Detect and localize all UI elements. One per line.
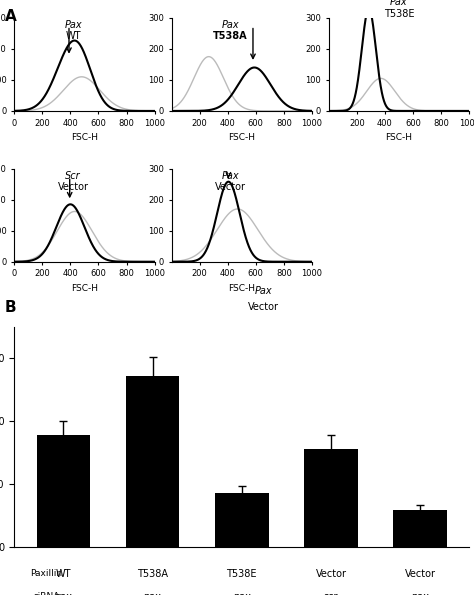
Text: T538E: T538E [227,569,257,580]
Bar [215,493,268,547]
Text: WT: WT [55,569,71,580]
Text: Vector: Vector [316,569,346,580]
Bar [393,510,447,547]
Text: Pax: Pax [390,0,408,7]
Text: Vector: Vector [215,181,246,192]
Text: A: A [5,9,17,24]
Text: T538A: T538A [137,569,168,580]
X-axis label: FSC-H: FSC-H [228,133,255,142]
Text: scr: scr [324,591,338,595]
Text: WT: WT [65,31,81,41]
Bar [36,435,90,547]
Text: T538E: T538E [384,8,414,18]
Text: pax: pax [144,591,162,595]
Text: pax: pax [55,591,73,595]
Text: Paxillin: Paxillin [30,569,63,578]
X-axis label: FSC-H: FSC-H [385,133,412,142]
X-axis label: FSC-H: FSC-H [71,284,98,293]
Text: Pax: Pax [222,171,239,180]
Text: siRNA:: siRNA: [33,591,63,595]
X-axis label: FSC-H: FSC-H [228,284,255,293]
Bar [304,449,358,547]
X-axis label: FSC-H: FSC-H [71,133,98,142]
Text: Vector: Vector [58,181,89,192]
Text: Pax: Pax [254,286,272,296]
Text: Vector: Vector [405,569,436,580]
Text: Pax: Pax [64,20,82,30]
Bar [126,376,179,547]
Text: Scr: Scr [65,171,81,180]
Text: B: B [5,300,17,315]
Text: pax: pax [411,591,429,595]
Text: Vector: Vector [247,302,279,312]
Text: pax: pax [233,591,251,595]
Text: Pax: Pax [222,20,239,30]
Text: T538A: T538A [213,31,248,41]
